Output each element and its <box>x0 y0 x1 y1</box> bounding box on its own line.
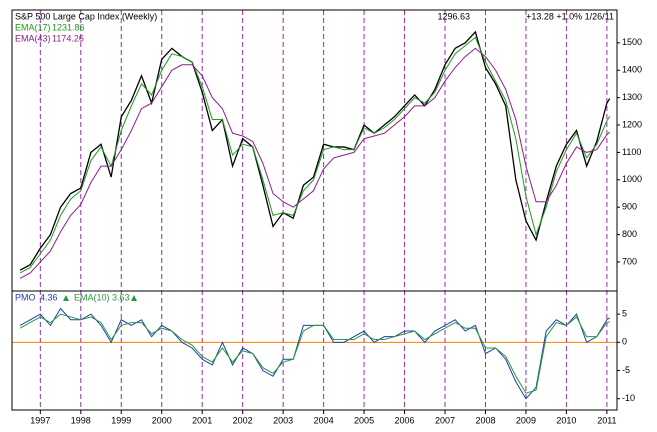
legend-value: 3.63 <box>112 292 130 302</box>
x-tick-label: 2008 <box>475 415 495 425</box>
x-tick-label: 1999 <box>111 415 131 425</box>
legend-label: PMO <box>15 292 36 302</box>
plot <box>19 30 611 400</box>
x-tick-label: 2000 <box>152 415 172 425</box>
series-line <box>19 30 611 271</box>
y-tick-label: -5 <box>622 365 630 375</box>
legend-value: 4.36 <box>40 292 58 302</box>
y-tick-label: 800 <box>622 229 637 239</box>
x-tick-label: 2009 <box>516 415 536 425</box>
x-tick-label: 2007 <box>435 415 455 425</box>
y-tick-label: 1200 <box>622 119 642 129</box>
x-tick-label: 2001 <box>192 415 212 425</box>
legend-label: EMA(10) <box>74 292 110 302</box>
y-tick-label: 1100 <box>622 147 641 157</box>
y-tick-label: 1300 <box>622 92 642 102</box>
up-arrow <box>131 295 137 301</box>
x-tick-label: 2010 <box>556 415 576 425</box>
x-tick-label: 2005 <box>354 415 374 425</box>
legend-value: 1174.26 <box>52 33 84 43</box>
chart-title: S&P 500 Large Cap Index (Weekly) <box>15 11 157 21</box>
y-tick-label: 5 <box>622 308 627 318</box>
y-tick-label: -10 <box>622 393 635 403</box>
y-tick-label: 700 <box>622 256 637 266</box>
y-tick-label: 900 <box>622 202 637 212</box>
y-tick-label: 0 <box>622 337 627 347</box>
x-tick-label: 2004 <box>314 415 334 425</box>
legend-value: 1231.86 <box>52 22 85 32</box>
x-tick-label: 2011 <box>597 415 616 425</box>
up-arrow <box>63 295 69 301</box>
x-tick-label: 2006 <box>395 415 415 425</box>
last-price: 1296.63 <box>437 11 470 21</box>
x-tick-label: 2003 <box>273 415 293 425</box>
series-line <box>19 36 611 274</box>
frame <box>11 9 618 411</box>
legend-label: EMA(17) <box>15 22 51 32</box>
series-line <box>19 313 610 394</box>
y-tick-label: 1000 <box>622 174 642 184</box>
legend-label: EMA(43) <box>15 33 51 43</box>
y-tick-label: 1500 <box>622 37 642 47</box>
price-change: +13.28 +1.0% 1/26/11 <box>526 11 614 21</box>
series-line <box>19 47 611 279</box>
x-tick-label: 1998 <box>71 415 91 425</box>
x-tick-label: 2002 <box>233 415 253 425</box>
y-tick-label: 1400 <box>622 65 642 75</box>
x-tick-label: 1997 <box>30 415 50 425</box>
grid <box>12 10 620 410</box>
